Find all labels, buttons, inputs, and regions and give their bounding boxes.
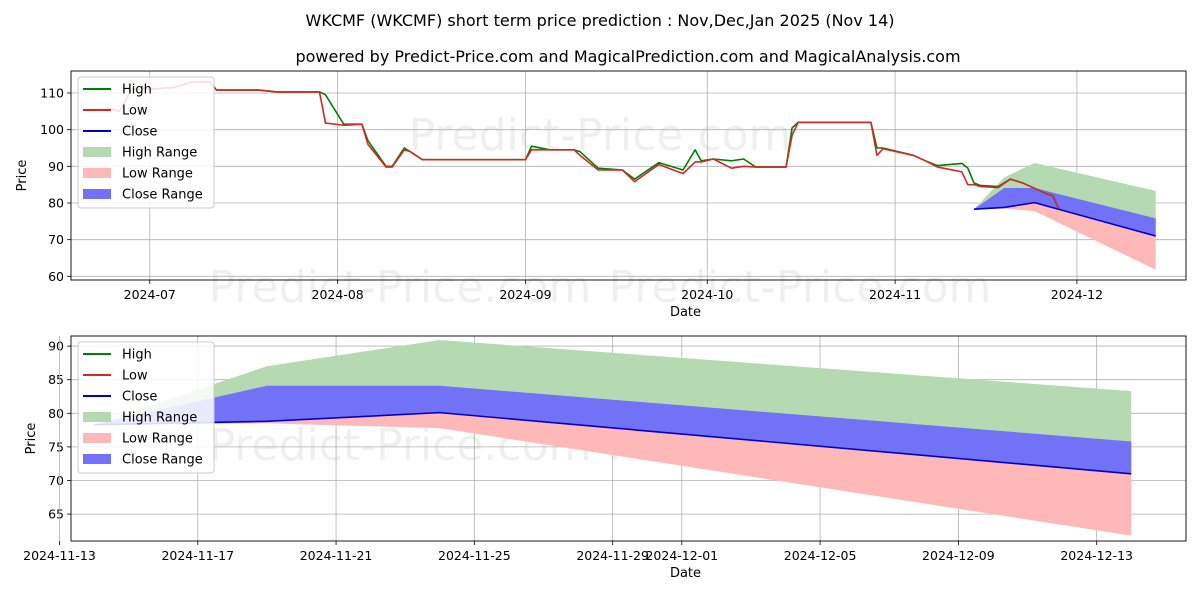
legend-label: Close <box>122 125 157 140</box>
legend-label: Low <box>122 104 148 119</box>
y-tick-label: 65 <box>48 507 64 522</box>
x-axis-label: Date <box>670 305 701 320</box>
legend-label: High Range <box>122 411 197 426</box>
y-tick-label: 80 <box>48 196 64 211</box>
x-tick-label: 2024-11-25 <box>438 548 511 563</box>
top-chart-panel: Predict-Price.com Predict-Price.com Predic… <box>15 70 1187 320</box>
y-tick-label: 90 <box>48 159 64 174</box>
x-tick-label: 2024-11 <box>869 287 921 302</box>
axes-frame <box>70 335 1187 542</box>
low-series-line <box>107 81 1060 210</box>
low-range-area <box>94 412 1132 536</box>
y-tick-label: 75 <box>48 439 64 454</box>
x-tick-label: 2024-11-13 <box>23 548 96 563</box>
x-tick-label: 2024-09 <box>499 287 551 302</box>
close-series-line <box>973 201 1156 237</box>
legend-swatch-low-range <box>83 168 111 178</box>
low-range-area <box>973 202 1156 270</box>
legend-label: Close Range <box>122 188 203 203</box>
x-tick-label: 2024-11-21 <box>300 548 373 563</box>
legend-label: Low Range <box>122 167 193 182</box>
legend-label: Close <box>122 390 157 405</box>
legend-swatch-close-range <box>83 454 111 464</box>
x-tick-label: 2024-12-05 <box>784 548 857 563</box>
legend-label: Low <box>122 369 148 384</box>
legend-swatch-high-range <box>83 412 111 422</box>
axes-frame <box>70 70 1187 281</box>
x-tick-label: 2024-08 <box>312 287 364 302</box>
x-tick-label: 2024-12-01 <box>645 548 718 563</box>
chart-subtitle: powered by Predict-Price.com and Magical… <box>295 47 960 66</box>
y-tick-label: 110 <box>40 86 64 101</box>
x-tick-label: 2024-12-13 <box>1060 548 1133 563</box>
x-tick-label: 2024-10 <box>681 287 733 302</box>
legend-box <box>77 76 215 209</box>
x-tick-label: 2024-11-17 <box>161 548 234 563</box>
watermark-text: Predict-Price.com <box>209 262 592 313</box>
bottom-chart-panel: Predict-Price.comPredict-Price.com657075… <box>23 335 1187 581</box>
y-tick-label: 80 <box>48 406 64 421</box>
legend-label: High <box>122 83 152 98</box>
x-tick-label: 2024-11-29 <box>576 548 649 563</box>
y-tick-label: 100 <box>40 122 64 137</box>
y-tick-label: 60 <box>48 269 64 284</box>
y-tick-label: 70 <box>48 232 64 247</box>
x-tick-label: 2024-12-09 <box>922 548 995 563</box>
y-axis-label: Price <box>24 423 39 455</box>
x-axis-label: Date <box>670 566 701 581</box>
close-range-area <box>973 187 1156 236</box>
y-tick-label: 70 <box>48 473 64 488</box>
x-tick-label: 2024-12 <box>1051 287 1103 302</box>
legend-label: Low Range <box>122 432 193 447</box>
y-tick-label: 85 <box>48 372 64 387</box>
legend-box <box>77 341 215 474</box>
x-tick-label: 2024-07 <box>124 287 176 302</box>
close-range-area <box>94 385 1132 474</box>
legend-swatch-close-range <box>83 189 111 199</box>
legend-swatch-high-range <box>83 147 111 157</box>
legend-label: High <box>122 348 152 363</box>
legend-swatch-low-range <box>83 433 111 443</box>
legend-label: High Range <box>122 146 197 161</box>
chart-title: WKCMF (WKCMF) short term price predictio… <box>306 11 895 30</box>
legend-label: Close Range <box>122 453 203 468</box>
watermark-text: Predict-Price.com <box>609 262 992 313</box>
y-axis-label: Price <box>15 160 30 192</box>
watermark-text: Predict-Price.com <box>409 110 792 161</box>
y-tick-label: 90 <box>48 339 64 354</box>
